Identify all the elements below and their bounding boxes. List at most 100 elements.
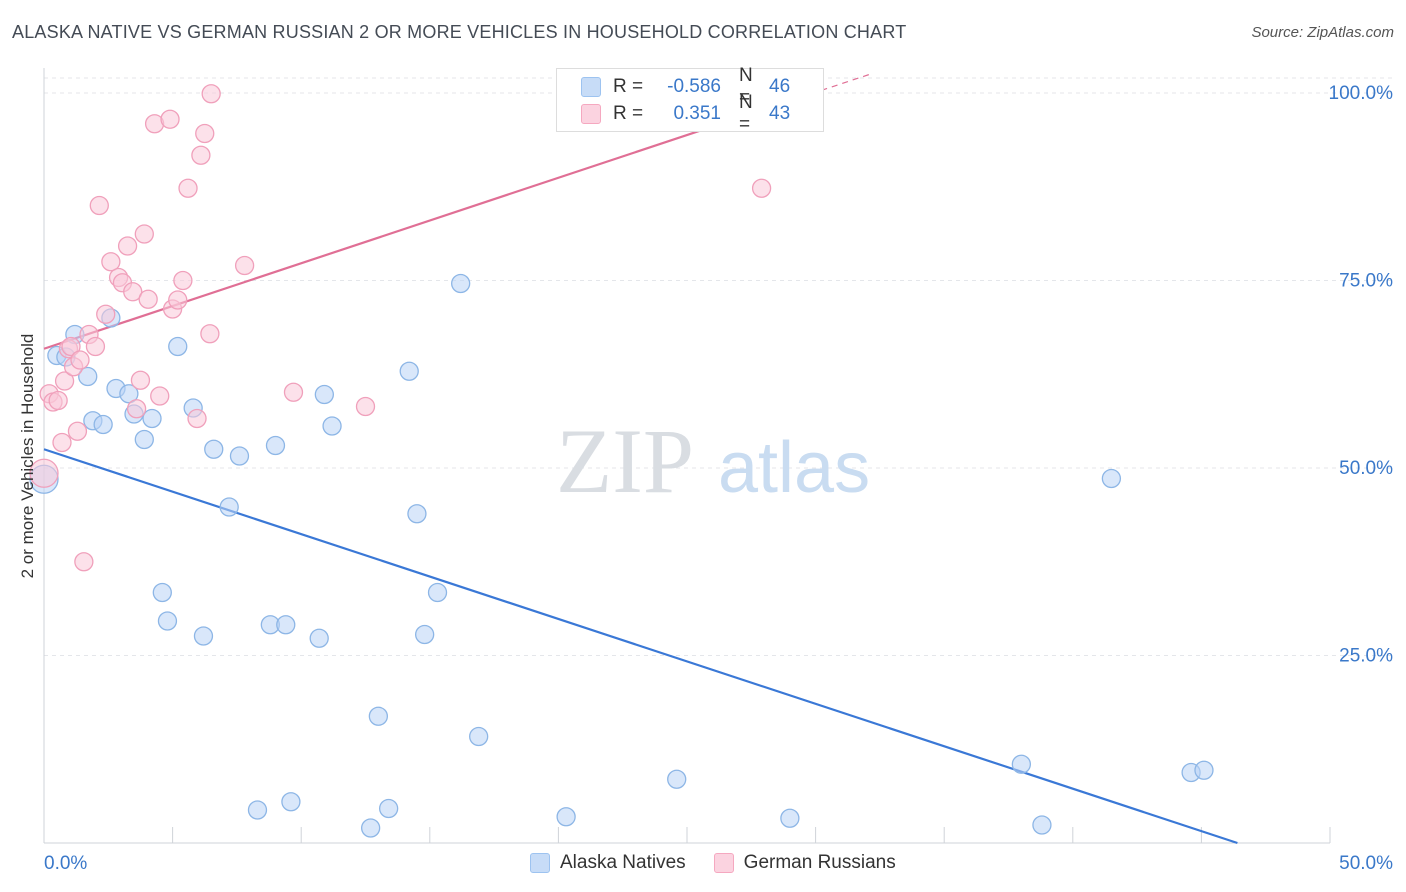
german-russian-point <box>283 382 304 402</box>
legend-r-label: R = <box>613 76 644 97</box>
legend-n-value: 43 <box>769 103 791 124</box>
x-tick-label-max: 50.0% <box>1339 853 1393 874</box>
german-russian-point <box>48 390 68 411</box>
legend-item-german-russians[interactable]: German Russians <box>713 852 896 874</box>
legend-swatch-alaska <box>530 853 550 873</box>
y-tick-label: 75.0% <box>1339 271 1393 292</box>
grid-lines <box>44 77 1396 656</box>
german-russian-point <box>150 386 170 406</box>
german-russian-point <box>134 224 154 244</box>
german-russian-point <box>130 370 151 390</box>
legend-item-alaska-natives[interactable]: Alaska Natives <box>530 852 686 874</box>
german-russian-point <box>751 178 772 198</box>
alaska-native-point <box>1194 760 1214 780</box>
german-russian-point <box>74 552 94 572</box>
german-russian-point <box>126 399 147 419</box>
german-russian-point <box>173 270 193 291</box>
alaska-native-trend-line <box>43 448 1238 845</box>
legend-row-alaska: R = -0.586 N = 46 <box>581 65 791 108</box>
legend-row-german: R = 0.351 N = 43 <box>581 92 791 135</box>
alaska-native-point <box>119 384 139 404</box>
alaska-native-point <box>314 384 334 405</box>
german-russian-point <box>61 336 81 357</box>
alaska-native-point <box>219 497 239 517</box>
y-tick-label: 50.0% <box>1339 458 1393 479</box>
axes <box>43 68 1331 844</box>
legend-label-alaska: Alaska Natives <box>560 852 686 873</box>
alaska-native-point <box>368 706 389 726</box>
alaska-native-point <box>281 792 301 812</box>
y-tick-label: 25.0% <box>1339 646 1393 667</box>
stats-legend: R = -0.586 N = 46 R = 0.351 N = 43 <box>556 65 824 135</box>
german-russian-point <box>234 255 255 276</box>
legend-label-german: German Russians <box>743 852 896 873</box>
legend-swatch-german <box>713 853 734 873</box>
german-russian-trend-line <box>43 103 780 350</box>
alaska-native-point <box>780 808 800 828</box>
legend-r-label: R = <box>613 103 644 124</box>
alaska-native-point <box>168 336 188 357</box>
german-russian-point <box>123 282 143 302</box>
alaska-native-point <box>78 366 98 387</box>
alaska-native-point <box>399 361 419 381</box>
german-russian-point <box>200 324 220 344</box>
series-legend: Alaska Natives German Russians <box>530 852 924 874</box>
alaska-native-point <box>152 582 172 603</box>
x-tick-label-min: 0.0% <box>44 853 87 874</box>
german-russian-point <box>160 109 180 129</box>
alaska-native-point <box>204 439 224 459</box>
y-axis-label: 2 or more Vehicles in Household <box>18 333 37 579</box>
alaska-native-point <box>276 615 296 635</box>
chart-title: ALASKA NATIVE VS GERMAN RUSSIAN 2 OR MOR… <box>12 22 907 42</box>
alaska-native-point <box>1101 468 1122 489</box>
legend-n-label: N = <box>739 92 753 135</box>
german-russian-point <box>201 84 221 104</box>
alaska-native-point <box>451 273 471 294</box>
german-russian-point <box>117 236 138 256</box>
german-russian-point <box>52 432 72 453</box>
german-russian-point <box>187 408 207 429</box>
watermark-zip: ZIP <box>556 410 694 512</box>
alaska-native-point <box>157 611 178 631</box>
alaska-native-point <box>229 446 250 466</box>
alaska-native-point <box>265 435 286 456</box>
legend-n-label: N = <box>739 65 753 108</box>
german-russian-point <box>85 336 106 357</box>
watermark: ZIP atlas <box>556 410 870 512</box>
alaska-native-point <box>469 726 489 747</box>
alaska-native-point <box>1011 754 1032 774</box>
source-label: Source: ZipAtlas.com <box>1251 24 1394 41</box>
legend-r-value: 0.351 <box>673 103 721 124</box>
alaska-native-point <box>407 504 427 524</box>
alaska-native-point <box>322 416 342 436</box>
german-russian-point <box>29 458 59 488</box>
german-russian-point <box>355 396 376 417</box>
y-tick-label: 100.0% <box>1329 83 1394 104</box>
alaska-native-point <box>93 414 113 435</box>
alaska-native-point <box>142 408 162 429</box>
german-russian-point <box>168 290 188 310</box>
alaska-native-point <box>556 807 576 827</box>
german-russian-point <box>191 145 211 165</box>
data-points <box>29 84 1214 838</box>
watermark-atlas: atlas <box>718 428 870 508</box>
alaska-native-point <box>667 769 687 789</box>
german-russian-point <box>195 123 215 144</box>
alaska-native-point <box>427 582 448 603</box>
legend-n-value: 46 <box>769 76 791 97</box>
legend-r-value: -0.586 <box>667 76 721 97</box>
alaska-native-point <box>247 800 268 820</box>
alaska-native-point <box>309 628 329 648</box>
alaska-native-point <box>193 626 214 646</box>
legend-swatch-german <box>581 104 601 124</box>
german-russian-point <box>138 289 158 309</box>
legend-swatch-alaska <box>581 77 601 97</box>
german-russian-point <box>178 178 198 198</box>
alaska-native-point <box>360 818 381 838</box>
german-russian-point <box>70 350 90 370</box>
german-russian-point <box>96 304 116 324</box>
german-russian-point <box>101 252 121 272</box>
german-russian-point <box>54 371 75 391</box>
alaska-native-point <box>134 429 154 450</box>
